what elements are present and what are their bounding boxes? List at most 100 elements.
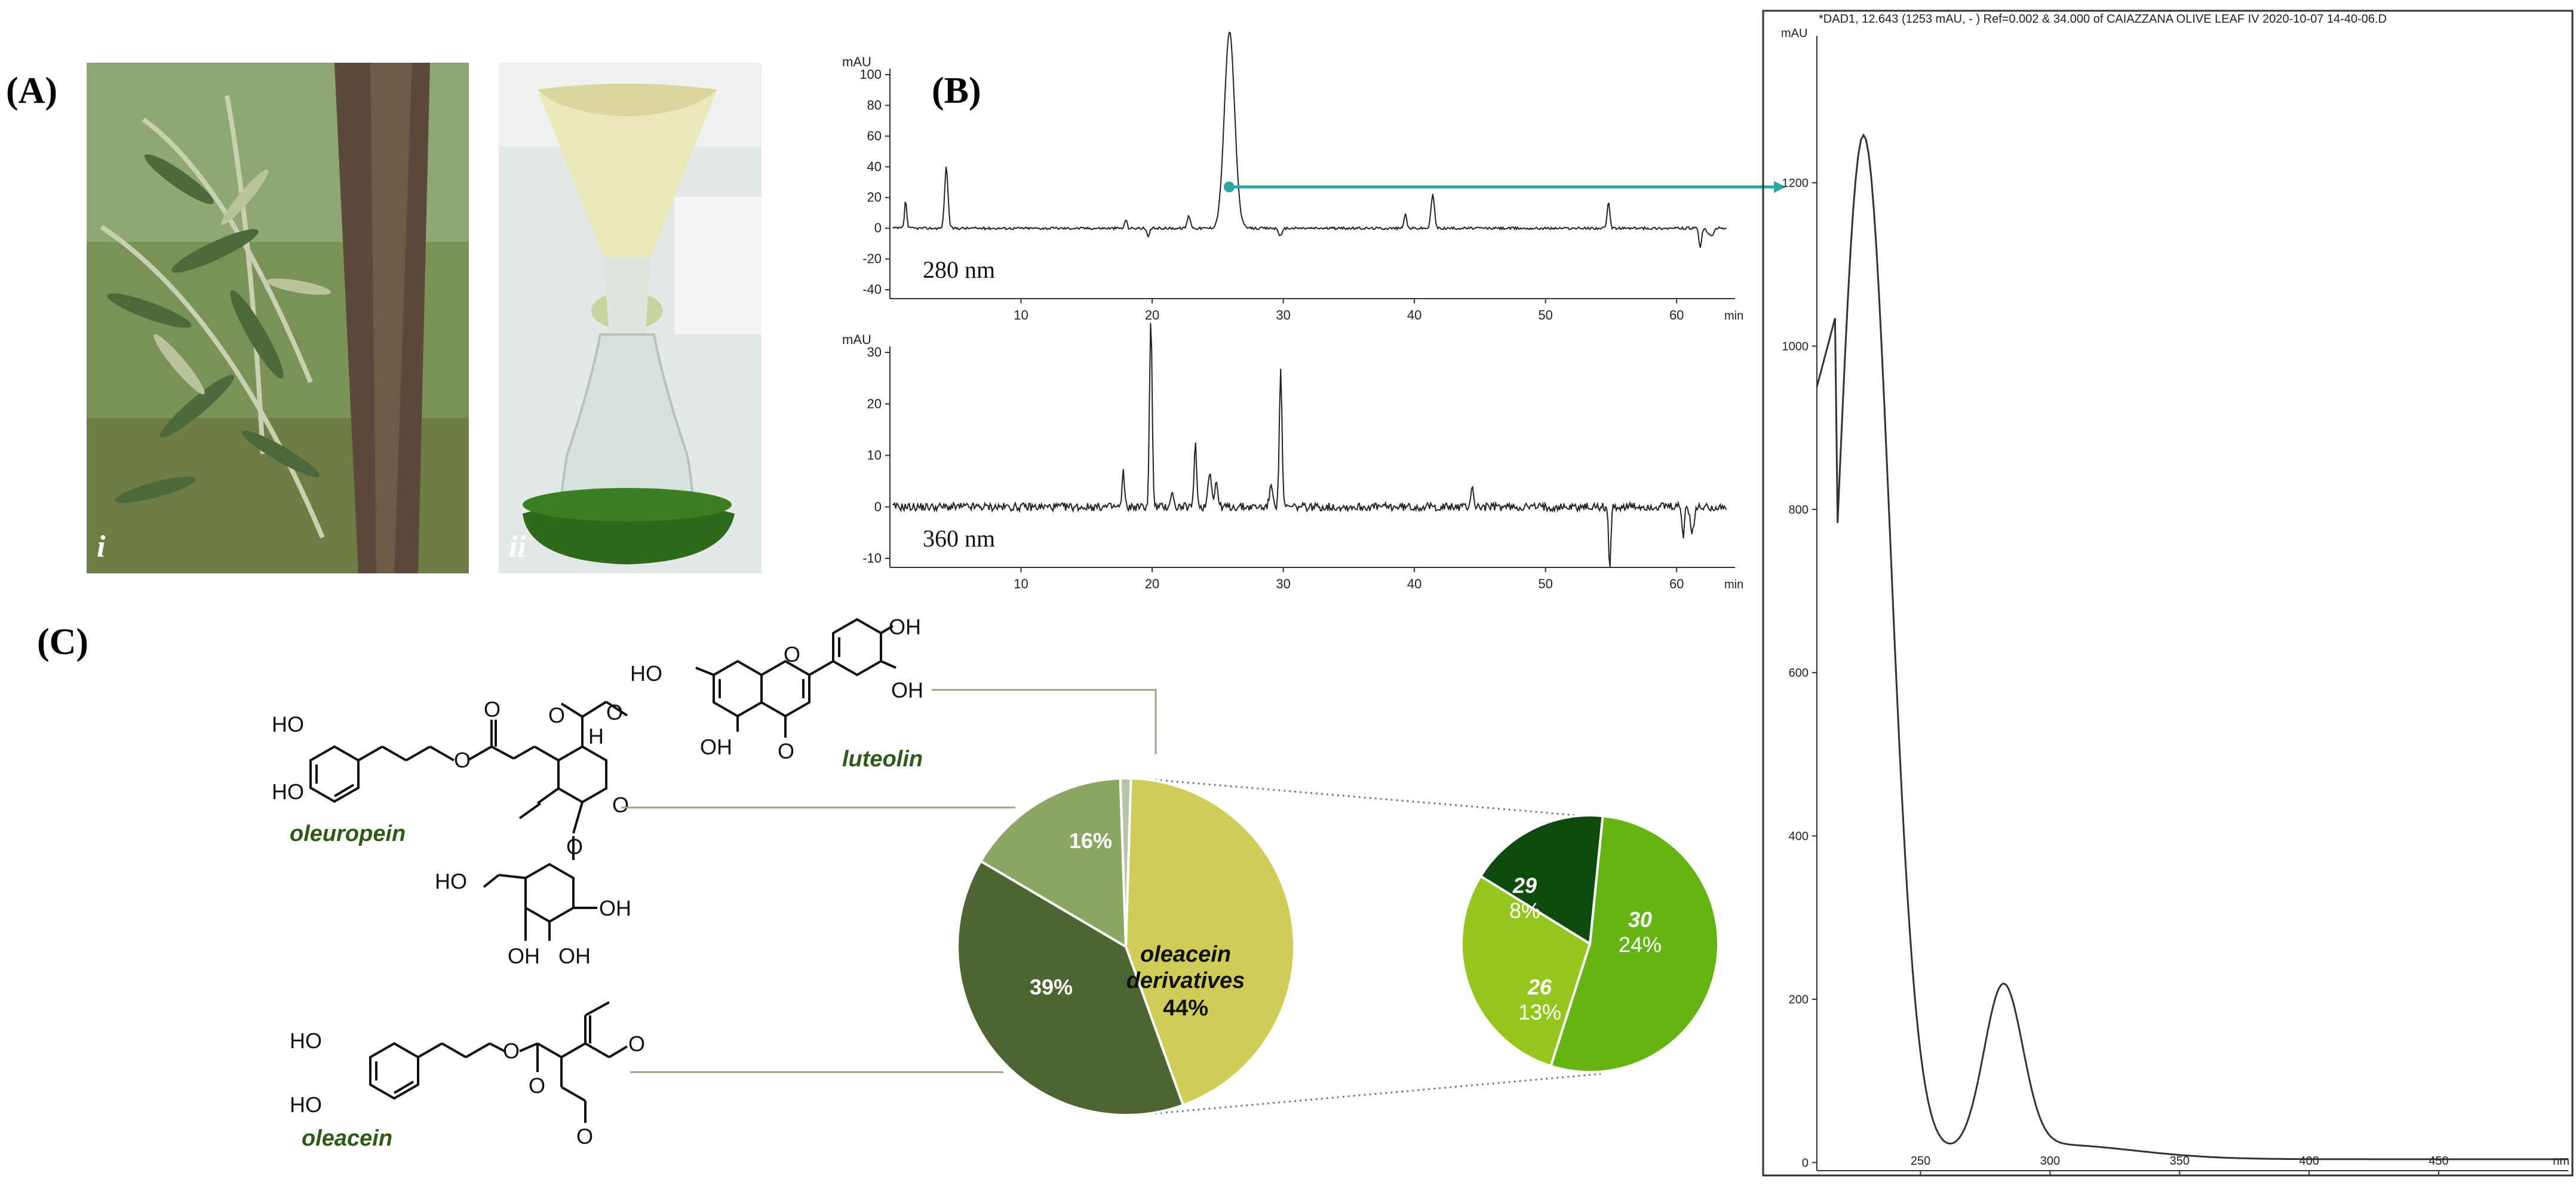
y-tick-label: 20 [867,190,882,205]
svg-text:HO: HO [435,869,467,894]
svg-text:OH: OH [700,735,732,759]
svg-text:O: O [454,748,471,772]
pie-slice-pct: 13% [1518,1000,1561,1024]
y-tick-label: 80 [867,97,882,112]
y-tick-label: -40 [862,282,882,297]
chromatogram-trace [892,323,1727,567]
panel-label-a: (A) [6,70,57,111]
svg-text:OH: OH [599,896,631,920]
svg-text:O: O [566,834,583,859]
oleacein-atom-labels: HO HO O O O O [290,1029,645,1149]
x-tick-label: 450 [2428,1155,2448,1168]
x-unit-label: min [1724,309,1743,323]
oleacein-name: oleacein [302,1126,392,1151]
svg-text:O: O [612,793,629,817]
svg-text:HO: HO [272,712,304,736]
x-tick-label: 50 [1538,576,1552,591]
x-tick-label: 20 [1145,308,1159,323]
y-tick-label: 1000 [1782,340,1809,353]
x-tick-label: 60 [1669,576,1684,591]
y-tick-label: 600 [1789,667,1809,680]
pie-slice [1119,777,1132,947]
pie-slice [1460,874,1592,1068]
svg-text:O: O [576,1124,593,1149]
oleuropein-structure [309,701,628,941]
x-tick-label: 10 [1014,308,1028,323]
peak-to-spectrum-arrow [1224,181,1786,193]
x-unit-label: min [1724,578,1743,591]
x-tick-label: 30 [1276,308,1290,323]
panel-label-c: (C) [37,622,88,662]
pie-label-44: 44% [1163,996,1208,1021]
pie-slice-id: 30 [1628,907,1652,932]
panel-label-b: (B) [932,70,981,111]
svg-text:HO: HO [272,779,304,804]
y-tick-label: 0 [874,220,882,235]
svg-text:HO: HO [290,1029,322,1053]
pie-slice [979,777,1128,949]
luteolin-name: luteolin [842,747,923,772]
wavelength-label: 360 nm [923,525,995,552]
pie-zoom-lines [1149,778,1601,1115]
y-tick-label: 1200 [1782,177,1809,190]
svg-text:O: O [784,642,800,667]
pie-label-derivatives: derivatives [1126,968,1245,993]
x-tick-label: 400 [2299,1155,2319,1168]
pie-label-1: 1% [1140,750,1171,774]
x-tick-label: 250 [1911,1155,1930,1168]
olive-branch-photo: i [87,63,469,573]
pie-slice-pct: 24% [1619,932,1662,957]
y-tick-label: 0 [874,499,882,514]
y-tick-label: 40 [867,159,882,174]
photo-tag-i: i [97,530,106,564]
x-tick-label: 30 [1276,576,1290,591]
pie-label-16: 16% [1069,828,1112,853]
x-tick-label: 10 [1014,576,1028,591]
y-tick-label: 100 [859,67,882,82]
x-tick-label: 50 [1538,308,1552,323]
svg-text:O: O [529,1073,545,1098]
luteolin-structure [695,618,896,738]
svg-text:O: O [628,1031,645,1056]
y-tick-label: 30 [867,345,882,360]
svg-text:H: H [588,724,604,748]
luteolin-atom-labels: HO O OH OH OH O [630,615,923,763]
svg-text:OH: OH [508,944,540,968]
chromatogram-trace [892,32,1727,248]
spectrum-trace [1816,133,2568,1161]
svg-text:O: O [548,703,565,727]
svg-text:OH: OH [891,678,923,702]
x-unit-label: nm [2553,1155,2569,1168]
x-tick-label: 20 [1145,576,1159,591]
pie-slice-pct: 8% [1509,898,1540,923]
wavelength-label: 280 nm [923,256,995,283]
svg-text:OH: OH [889,615,921,639]
pie-slice-id: 29 [1512,873,1537,898]
y-tick-label: -10 [862,551,882,566]
y-unit-label: mAU [842,332,871,347]
svg-text:HO: HO [290,1092,322,1117]
y-tick-label: -20 [862,251,882,266]
photo-tag-ii: ii [509,530,526,564]
uv-spectrum-chart: *DAD1, 12.643 (1253 mAU, - ) Ref=0.002 &… [1762,10,2574,1177]
pie-slice [1124,777,1296,1107]
y-tick-label: 60 [867,128,882,143]
oleuropein-atom-labels: HO HO O O O O H O O HO OH OH OH [272,697,631,968]
svg-text:O: O [606,700,623,724]
pie-slice [956,859,1185,1116]
pie-label-oleacein: oleacein [1140,942,1231,967]
x-tick-label: 40 [1407,308,1421,323]
spectrum-header: *DAD1, 12.643 (1253 mAU, - ) Ref=0.002 &… [1819,13,2387,26]
svg-text:O: O [484,697,501,722]
y-tick-label: 0 [1802,1156,1809,1169]
pie-guide-lines [621,689,1157,1073]
svg-text:OH: OH [558,944,591,968]
x-tick-label: 350 [2170,1155,2190,1168]
pie-slice [1549,814,1720,1073]
y-tick-label: 200 [1789,993,1809,1006]
x-tick-label: 40 [1407,576,1421,591]
